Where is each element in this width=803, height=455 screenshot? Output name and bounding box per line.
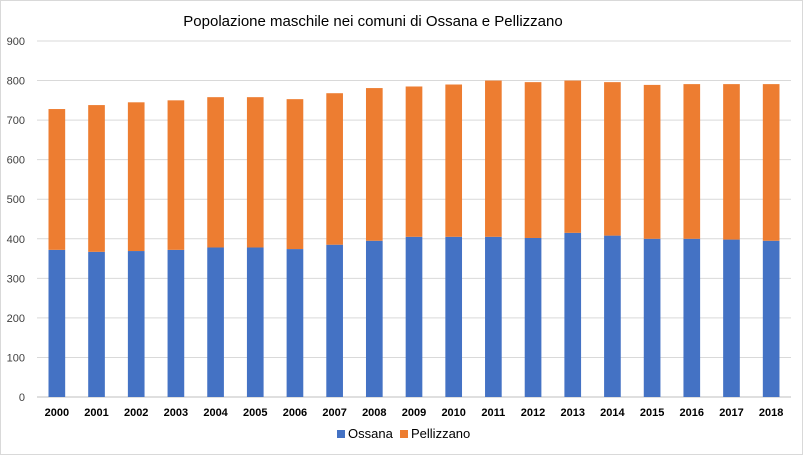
y-tick-label: 100 [7, 352, 25, 364]
y-tick-label: 900 [7, 36, 25, 48]
bar-pellizzano-2014 [604, 82, 621, 236]
bar-pellizzano-2000 [48, 109, 66, 250]
x-tick-label: 2018 [759, 407, 783, 419]
bar-pellizzano-2009 [405, 86, 423, 237]
x-tick-label: 2000 [45, 407, 69, 419]
x-tick-label: 2004 [203, 407, 228, 419]
bar-pellizzano-2004 [207, 97, 224, 248]
y-tick-label: 700 [7, 115, 25, 127]
bar-pellizzano-2018 [762, 84, 780, 241]
bar-ossana-2002 [127, 251, 145, 397]
y-tick-label: 500 [7, 194, 25, 206]
y-tick-label: 600 [7, 155, 25, 167]
x-tick-label: 2015 [640, 407, 664, 419]
bar-ossana-2008 [365, 240, 383, 397]
x-tick-label: 2007 [322, 407, 346, 419]
legend-label-pellizzano: Pellizzano [411, 426, 470, 441]
x-tick-label: 2006 [283, 407, 307, 419]
y-tick-label: 0 [19, 392, 25, 404]
bar-ossana-2003 [167, 249, 185, 397]
bar-ossana-2015 [643, 238, 661, 397]
x-tick-label: 2013 [560, 407, 584, 419]
x-tick-label: 2008 [362, 407, 386, 419]
bar-ossana-2013 [564, 232, 582, 397]
x-tick-label: 2003 [164, 407, 188, 419]
bar-pellizzano-2013 [564, 80, 582, 233]
x-axis-ticks: 2000 2001 2002 2003 2004 2005 2006 2007 2008 2009… [45, 407, 784, 419]
x-tick-label: 2001 [84, 407, 108, 419]
bar-pellizzano-2017 [723, 84, 740, 240]
y-tick-label: 800 [7, 76, 25, 88]
bar-pellizzano-2003 [167, 100, 185, 250]
x-tick-label: 2017 [719, 407, 743, 419]
bar-pellizzano-2008 [365, 88, 383, 241]
bar-ossana-2005 [246, 247, 264, 397]
bar-pellizzano-2007 [326, 93, 343, 245]
y-axis-ticks: 0 100 200 300 400 500 600 700 800 900 [7, 36, 25, 404]
bar-ossana-2017 [723, 239, 740, 397]
x-tick-label: 2002 [124, 407, 148, 419]
x-tick-label: 2016 [680, 407, 704, 419]
y-tick-label: 400 [7, 234, 25, 246]
bar-pellizzano-2010 [445, 84, 463, 237]
bar-ossana-2014 [604, 235, 621, 397]
bar-pellizzano-2012 [524, 82, 542, 238]
bar-ossana-2006 [286, 249, 304, 397]
bar-ossana-2011 [485, 236, 502, 397]
legend-swatch-pellizzano [400, 430, 408, 438]
bar-ossana-2009 [405, 236, 423, 397]
bar-pellizzano-2006 [286, 99, 304, 250]
x-tick-label: 2011 [481, 407, 505, 419]
bar-pellizzano-2001 [88, 105, 105, 252]
x-tick-label: 2012 [521, 407, 545, 419]
bar-ossana-2010 [445, 236, 463, 397]
y-tick-label: 300 [7, 273, 25, 285]
legend: Ossana Pellizzano [337, 426, 470, 441]
bar-ossana-2000 [48, 249, 66, 397]
bars [48, 80, 780, 397]
legend-label-ossana: Ossana [348, 426, 394, 441]
bar-pellizzano-2011 [485, 80, 502, 237]
legend-swatch-ossana [337, 430, 345, 438]
bar-ossana-2007 [326, 244, 343, 397]
bar-pellizzano-2002 [127, 102, 145, 252]
x-tick-label: 2010 [441, 407, 465, 419]
bar-pellizzano-2015 [643, 84, 661, 239]
bar-ossana-2018 [762, 240, 780, 397]
bar-pellizzano-2016 [683, 84, 701, 239]
y-tick-label: 200 [7, 313, 25, 325]
bar-ossana-2016 [683, 238, 701, 397]
bar-pellizzano-2005 [246, 97, 264, 248]
bar-ossana-2004 [207, 247, 224, 397]
bar-ossana-2001 [88, 251, 105, 397]
bar-ossana-2012 [524, 237, 542, 397]
x-tick-label: 2009 [402, 407, 426, 419]
x-tick-label: 2005 [243, 407, 267, 419]
x-tick-label: 2014 [600, 407, 625, 419]
chart-title: Popolazione maschile nei comuni di Ossan… [183, 13, 562, 30]
